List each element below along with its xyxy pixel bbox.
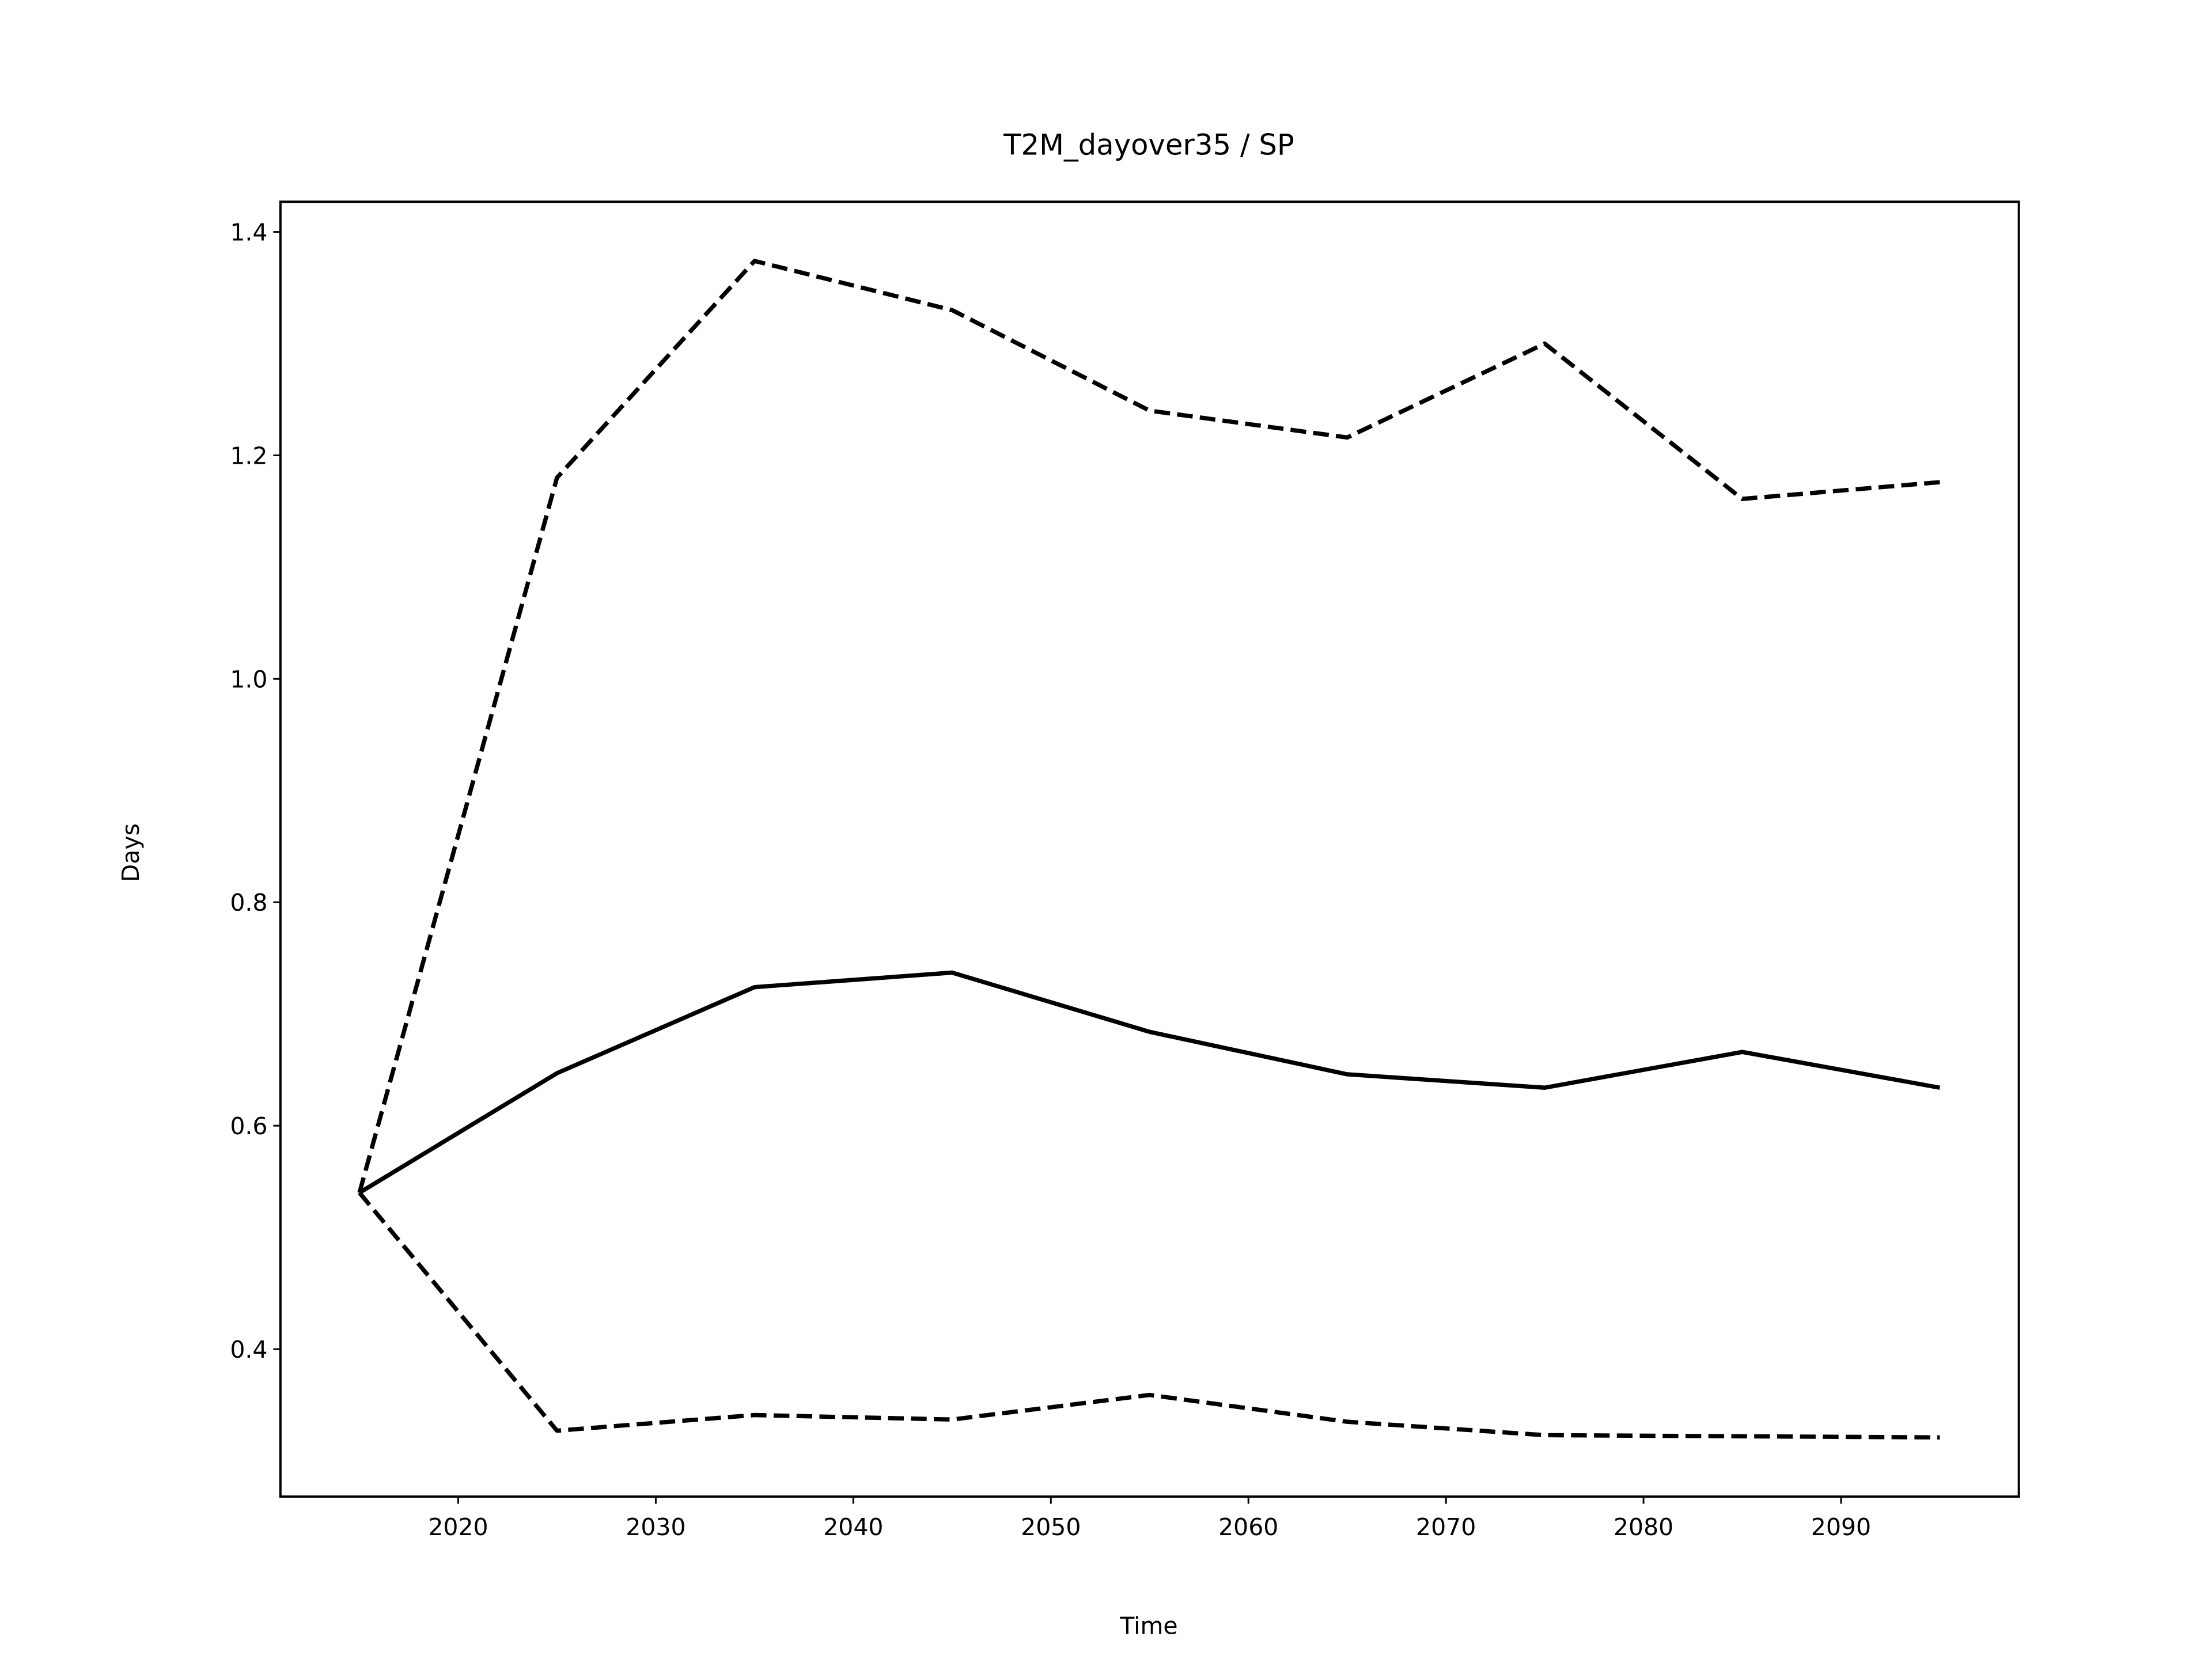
y-tick-label: 1.0 — [230, 665, 267, 693]
plot-frame — [279, 200, 2020, 1498]
x-tick-label: 2060 — [1218, 1513, 1278, 1541]
series-line — [357, 259, 1940, 1194]
y-tick-label: 1.4 — [230, 218, 267, 246]
x-tick-label: 2090 — [1811, 1513, 1871, 1541]
y-tick-label: 1.2 — [230, 442, 267, 469]
series-line — [358, 1191, 1940, 1440]
chart-title: T2M_dayover35 / SP — [1003, 128, 1294, 161]
y-tick-label: 0.8 — [230, 889, 267, 916]
x-tick-label: 2050 — [1021, 1513, 1081, 1541]
x-tick-label: 2070 — [1416, 1513, 1476, 1541]
series-line — [358, 970, 1941, 1195]
x-tick-label: 2030 — [626, 1513, 685, 1541]
x-tick-label: 2040 — [823, 1513, 883, 1541]
y-axis-label: Days — [117, 823, 145, 882]
x-tick-label: 2020 — [428, 1513, 488, 1541]
y-tick-label: 0.4 — [230, 1336, 267, 1363]
y-tick-label: 0.6 — [230, 1112, 267, 1140]
x-tick-label: 2080 — [1613, 1513, 1673, 1541]
x-axis-label: Time — [1119, 1612, 1177, 1640]
